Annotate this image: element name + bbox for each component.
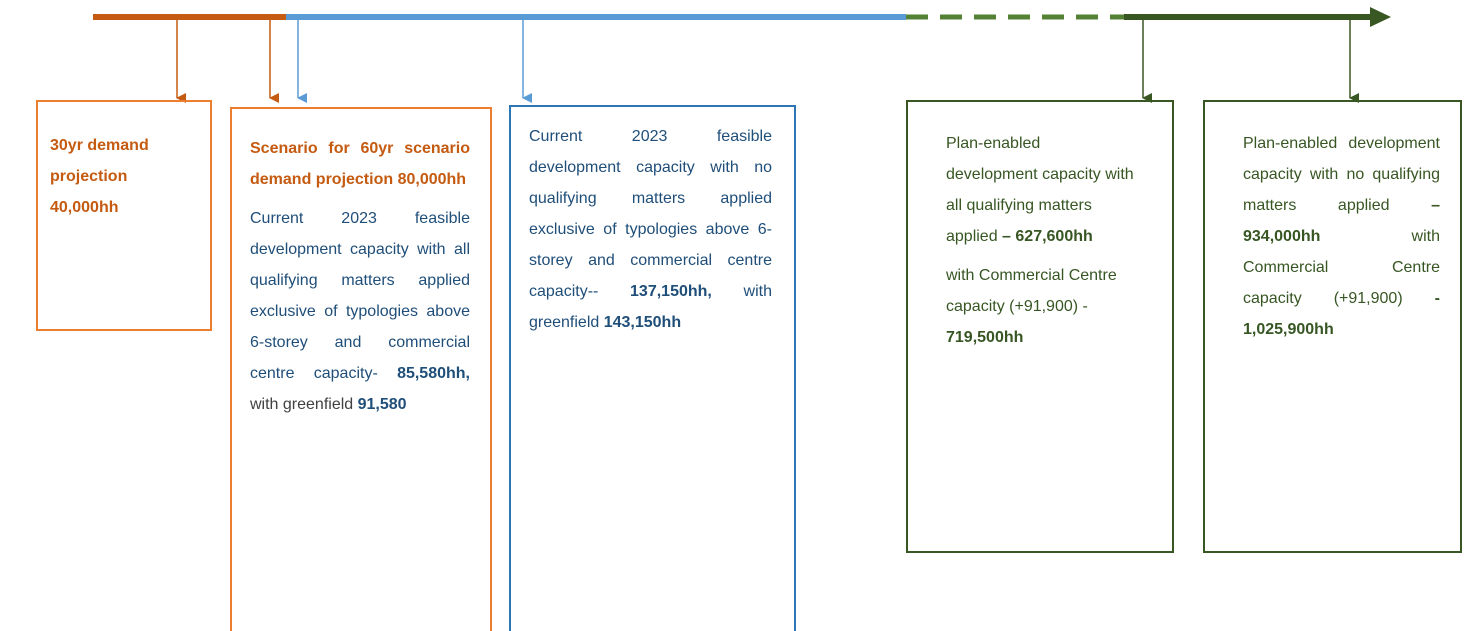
text-run: with greenfield: [529, 283, 772, 331]
text-run: 143,150hh: [603, 314, 682, 331]
text-run: 719,500hh: [946, 329, 1024, 346]
box-text: Plan-enabled development capacity with n…: [1243, 128, 1440, 345]
box-text: with Commercial Centre capacity (+91,900…: [946, 260, 1134, 353]
text-run: with Commercial Centre capacity (+91,900…: [946, 267, 1117, 315]
text-run: with Commercial Centre capacity (+91,900…: [1243, 228, 1440, 307]
box: Plan-enabled development capacity with a…: [906, 100, 1174, 553]
arrowhead: [1370, 7, 1391, 27]
box: 30yr demand projection 40,000hh: [36, 100, 212, 331]
text-run: – 934,000hh: [1243, 197, 1440, 245]
text-run: 91,580: [357, 396, 407, 413]
box-text: Plan-enabled development capacity with a…: [946, 128, 1134, 252]
box: Scenario for 60yr scenario demand projec…: [230, 107, 492, 631]
text-run: - 1,025,900hh: [1243, 290, 1440, 338]
box-text: 30yr demand projection 40,000hh: [50, 137, 149, 216]
text-run: Plan-enabled development capacity with a…: [946, 135, 1134, 245]
text-run: 137,150hh,: [630, 283, 712, 300]
box-text: Scenario for 60yr scenario demand projec…: [250, 140, 470, 188]
text-run: with greenfield: [250, 396, 358, 413]
text-run: Current 2023 feasible development capaci…: [250, 210, 470, 382]
text-run: 85,580hh,: [397, 365, 470, 382]
box-text: Current 2023 feasible development capaci…: [529, 121, 772, 338]
box: Current 2023 feasible development capaci…: [509, 105, 796, 631]
text-run: – 627,600hh: [1002, 228, 1093, 245]
box: Plan-enabled development capacity with n…: [1203, 100, 1462, 553]
box-text: Current 2023 feasible development capaci…: [250, 203, 470, 420]
text-run: Current 2023 feasible development capaci…: [529, 128, 772, 300]
text-run: Plan-enabled development capacity with n…: [1243, 135, 1440, 214]
